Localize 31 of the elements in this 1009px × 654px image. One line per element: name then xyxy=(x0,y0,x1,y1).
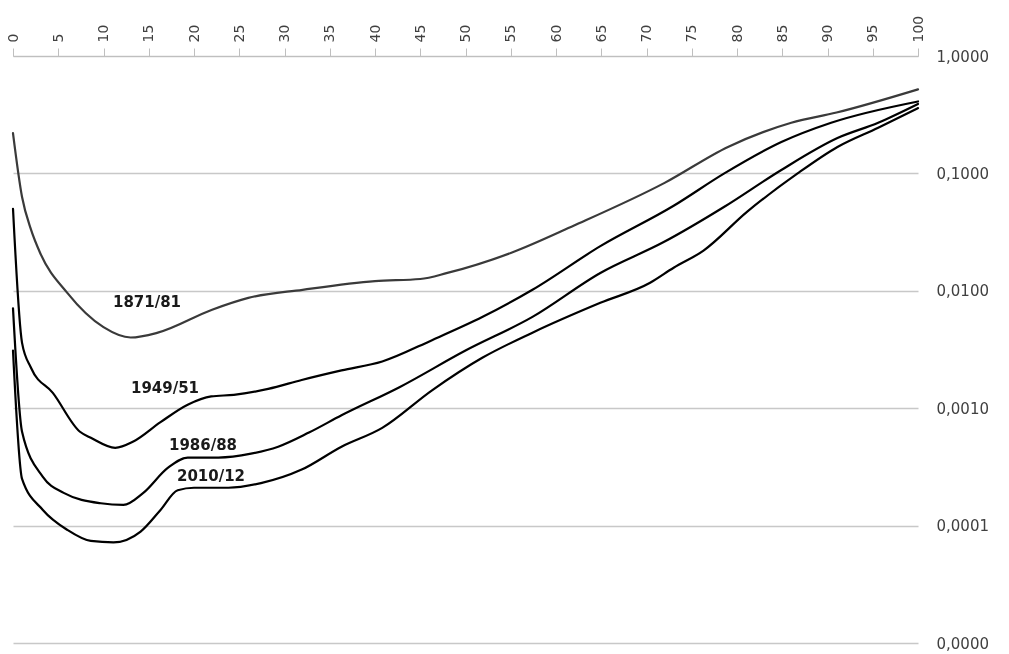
series-label: 1871/81 xyxy=(112,293,182,311)
y-tick-label: 1,0000 xyxy=(936,47,989,66)
x-tick-label: 5 xyxy=(49,33,66,43)
x-tick-label: 60 xyxy=(547,24,564,43)
x-tick-label: 40 xyxy=(366,24,383,43)
series-label: 1986/88 xyxy=(168,436,238,454)
x-tick-label: 65 xyxy=(592,24,609,43)
x-tick-label: 50 xyxy=(457,24,473,43)
x-tick-label: 0 xyxy=(4,33,21,43)
x-tick-label: 25 xyxy=(230,24,247,43)
y-tick-label: 0,0010 xyxy=(936,399,989,418)
x-tick-label: 100 xyxy=(909,15,926,43)
x-tick-label: 85 xyxy=(773,24,790,43)
y-tick-label: 0,1000 xyxy=(936,164,989,183)
x-tick-label: 90 xyxy=(819,24,835,43)
x-tick-label: 30 xyxy=(276,24,292,43)
x-tick-label: 35 xyxy=(321,24,338,43)
x-tick-label: 75 xyxy=(683,24,700,43)
x-tick-label: 20 xyxy=(185,24,202,43)
x-tick-label: 15 xyxy=(140,24,157,43)
series-label: 2010/12 xyxy=(176,467,246,485)
x-tick-label: 95 xyxy=(864,24,881,43)
y-tick-label: 0,0001 xyxy=(936,517,989,536)
series-label: 1949/51 xyxy=(130,379,200,397)
x-tick-label: 80 xyxy=(728,24,745,43)
y-tick-label: 0,0000 xyxy=(936,634,989,653)
x-tick-label: 70 xyxy=(638,24,654,43)
y-tick-label: 0,0100 xyxy=(936,282,989,301)
x-tick-label: 45 xyxy=(411,24,428,43)
x-tick-label: 55 xyxy=(502,24,519,43)
x-tick-label: 10 xyxy=(95,24,111,43)
